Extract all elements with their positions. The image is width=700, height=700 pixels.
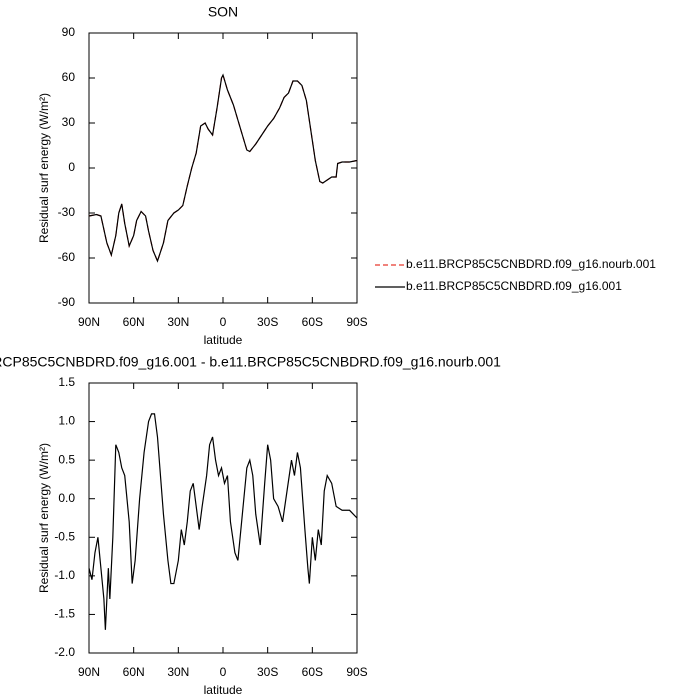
y-tick-label: 0.5: [58, 452, 75, 466]
y-tick-label: 90: [62, 25, 76, 39]
legend-label: b.e11.BRCP85C5CNBDRD.f09_g16.001: [406, 279, 622, 293]
data-line: [88, 413, 358, 630]
y-tick-label: -0.5: [54, 529, 75, 543]
y-tick-label: -90: [58, 295, 76, 309]
y-tick-label: 1.0: [58, 414, 75, 428]
x-axis-label: latitude: [204, 683, 243, 697]
chart-title: b.e11.BRCP85C5CNBDRD.f09_g16.001 - b.e11…: [0, 354, 501, 370]
data-line: [88, 73, 358, 263]
x-tick-label: 90S: [346, 665, 367, 679]
y-tick-label: 0: [68, 160, 75, 174]
y-tick-label: -1.0: [54, 568, 75, 582]
y-axis-label: Residual surf energy (W/m²): [37, 93, 51, 243]
x-tick-label: 0: [220, 315, 227, 329]
y-axis-label: Residual surf energy (W/m²): [37, 443, 51, 593]
legend-label: b.e11.BRCP85C5CNBDRD.f09_g16.nourb.001: [406, 257, 656, 271]
x-tick-label: 60S: [302, 665, 323, 679]
x-tick-label: 0: [220, 665, 227, 679]
x-axis-label: latitude: [204, 333, 243, 347]
y-tick-label: -60: [58, 250, 76, 264]
x-tick-label: 60S: [302, 315, 323, 329]
x-tick-label: 30S: [257, 665, 278, 679]
x-tick-label: 90N: [78, 665, 100, 679]
x-tick-label: 60N: [123, 665, 145, 679]
y-tick-label: -1.5: [54, 607, 75, 621]
y-tick-label: -2.0: [54, 645, 75, 659]
x-tick-label: 30N: [167, 665, 189, 679]
x-tick-label: 90N: [78, 315, 100, 329]
chart-title: SON: [208, 4, 238, 20]
y-tick-label: 1.5: [58, 375, 75, 389]
y-tick-label: 0.0: [58, 491, 75, 505]
y-tick-label: 30: [62, 115, 76, 129]
x-tick-label: 60N: [123, 315, 145, 329]
y-tick-label: 60: [62, 70, 76, 84]
x-tick-label: 90S: [346, 315, 367, 329]
x-tick-label: 30S: [257, 315, 278, 329]
x-tick-label: 30N: [167, 315, 189, 329]
y-tick-label: -30: [58, 205, 76, 219]
